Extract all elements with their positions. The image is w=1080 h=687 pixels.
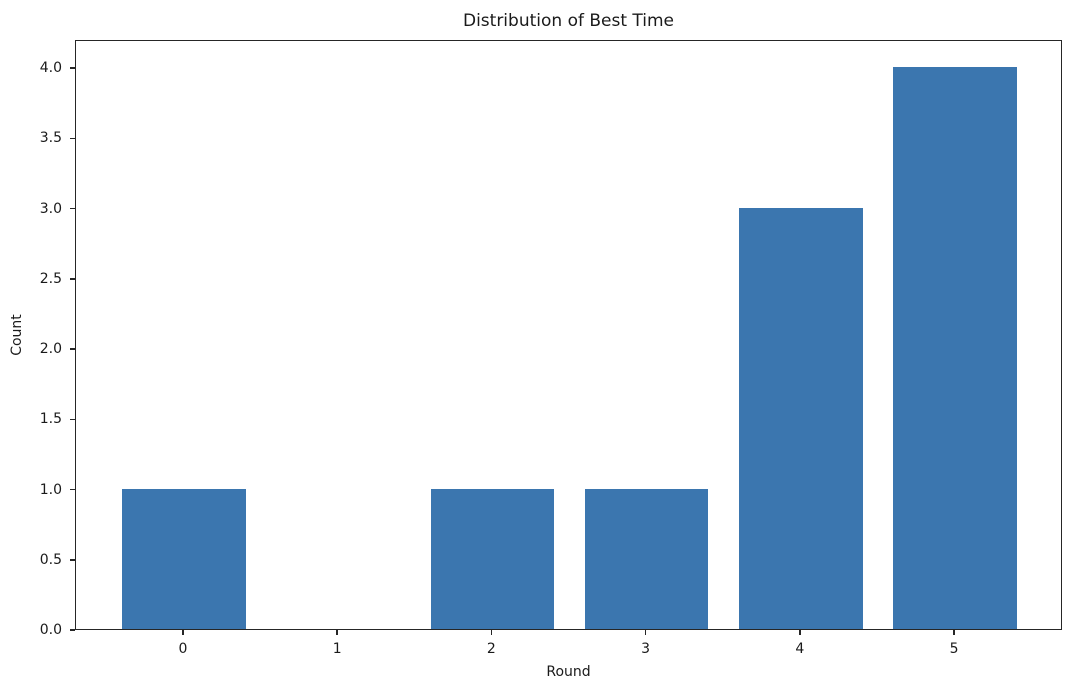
- y-tick-mark: [70, 207, 75, 210]
- y-tick-mark: [70, 137, 75, 140]
- x-tick-label: 2: [486, 641, 496, 657]
- x-tick-label: 4: [795, 641, 805, 657]
- y-tick-label: 2.5: [39, 270, 62, 287]
- y-tick-mark: [70, 559, 75, 561]
- x-tick-mark: [182, 630, 184, 635]
- bar-4: [739, 207, 863, 629]
- x-tick-mark: [953, 630, 955, 635]
- x-tick-label: 3: [641, 641, 651, 657]
- x-tick-label: 0: [178, 641, 188, 657]
- bar-5: [893, 67, 1017, 629]
- y-tick-label: 1.0: [39, 481, 62, 498]
- y-tick-mark: [70, 348, 75, 350]
- y-tick-label: 0.0: [39, 622, 62, 638]
- plot-area: [75, 40, 1062, 630]
- bar-3: [584, 488, 709, 629]
- y-tick-label: 3.5: [39, 130, 62, 147]
- y-tick-mark: [70, 629, 75, 631]
- x-tick-label: 1: [332, 641, 342, 657]
- y-tick-label: 3.0: [39, 200, 62, 217]
- y-tick-mark: [70, 67, 75, 69]
- y-tick-label: 2.0: [39, 341, 62, 358]
- y-tick-mark: [70, 418, 75, 421]
- x-axis-label: Round: [546, 664, 591, 680]
- bar-2: [430, 488, 555, 629]
- x-tick-mark: [644, 630, 647, 635]
- y-tick-mark: [70, 488, 75, 491]
- y-tick-label: 1.5: [39, 411, 62, 428]
- x-tick-mark: [336, 630, 338, 635]
- chart-title: Distribution of Best Time: [462, 11, 675, 31]
- x-tick-mark: [799, 630, 801, 635]
- x-tick-mark: [490, 630, 493, 635]
- bar-0: [122, 488, 246, 629]
- y-tick-mark: [70, 278, 75, 280]
- y-tick-label: 4.0: [39, 60, 62, 77]
- x-tick-label: 5: [949, 641, 959, 657]
- y-tick-label: 0.5: [39, 551, 62, 568]
